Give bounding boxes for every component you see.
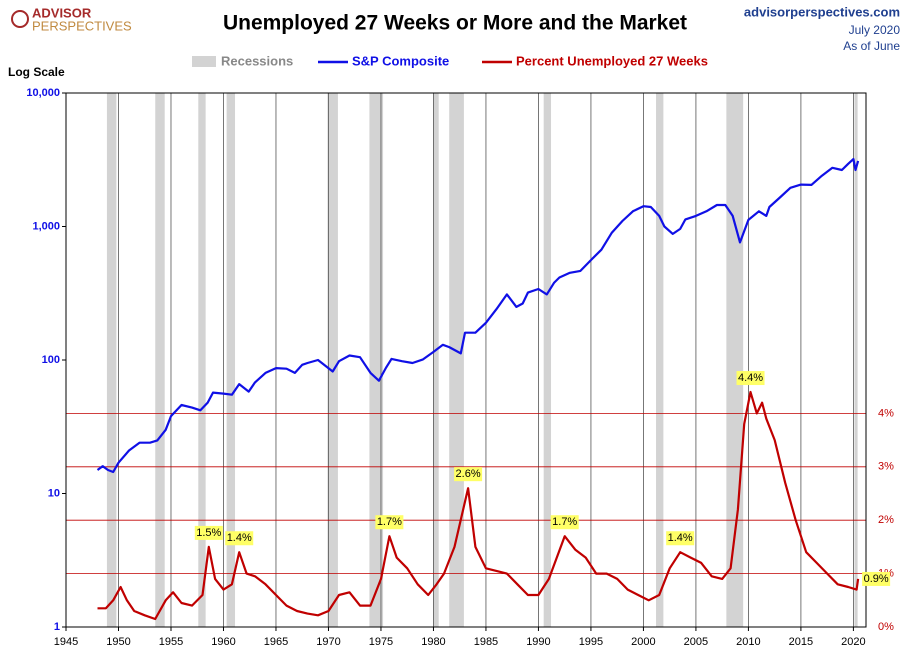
y-tick-label: 10,000 xyxy=(26,87,60,99)
x-tick-label: 1970 xyxy=(316,636,340,648)
x-tick-label: 1965 xyxy=(264,636,288,648)
annotation: 1.4% xyxy=(668,532,693,544)
annotation-bg xyxy=(666,531,695,546)
recession-band xyxy=(449,93,464,627)
annotation-bg xyxy=(862,571,891,586)
y2-tick-label: 0% xyxy=(878,621,894,633)
recession-band xyxy=(726,93,744,627)
y-axis-label: Log Scale xyxy=(8,65,65,79)
annotation-bg xyxy=(225,531,254,546)
x-tick-label: 1985 xyxy=(474,636,498,648)
recession-band xyxy=(854,93,858,627)
y-tick-label: 1,000 xyxy=(32,220,60,232)
x-tick-label: 2015 xyxy=(789,636,813,648)
recession-band xyxy=(226,93,236,627)
annotation: 1.7% xyxy=(552,516,577,528)
y-tick-label: 10 xyxy=(48,487,60,499)
y-tick-label: 100 xyxy=(42,354,60,366)
logo: ADVISOR xyxy=(32,5,92,20)
annotation: 0.9% xyxy=(864,573,889,585)
recession-band xyxy=(656,93,664,627)
annotation-bg xyxy=(454,467,483,482)
recession-band xyxy=(327,93,338,627)
x-tick-label: 1990 xyxy=(526,636,550,648)
annotation-bg xyxy=(375,515,404,530)
recession-band xyxy=(198,93,206,627)
annotation-bg xyxy=(550,515,579,530)
y2-tick-label: 3% xyxy=(878,461,894,473)
recession-band xyxy=(369,93,384,627)
legend-label: Recessions xyxy=(221,53,293,68)
plot-frame xyxy=(65,92,867,628)
x-tick-label: 1995 xyxy=(579,636,603,648)
source: advisorperspectives.com xyxy=(744,4,900,19)
legend-swatch xyxy=(192,56,216,67)
x-tick-label: 1980 xyxy=(421,636,445,648)
y2-tick-label: 2% xyxy=(878,514,894,526)
chart-title: Unemployed 27 Weeks or More and the Mark… xyxy=(223,12,687,35)
legend: Recessions S&P Composite Percent Unemploye… xyxy=(192,53,708,68)
x-tick-label: 1950 xyxy=(106,636,130,648)
x-tick-label: 1975 xyxy=(369,636,393,648)
x-tick-label: 2010 xyxy=(736,636,760,648)
x-tick-label: 1960 xyxy=(211,636,235,648)
annotation: 1.5% xyxy=(196,527,221,539)
date: July 2020 xyxy=(849,23,901,37)
recession-band xyxy=(106,93,117,627)
annotation-bg xyxy=(194,525,223,540)
legend-label: S&P Composite xyxy=(352,53,449,68)
logo: PERSPECTIVES xyxy=(32,18,132,33)
x-tick-label: 1945 xyxy=(54,636,78,648)
annotation: 1.4% xyxy=(227,532,252,544)
recession-band xyxy=(543,93,552,627)
legend-label: Percent Unemployed 27 Weeks xyxy=(516,53,708,68)
y2-tick-label: 4% xyxy=(878,407,894,419)
note: As of June xyxy=(843,39,900,53)
annotation: 2.6% xyxy=(456,468,481,480)
x-tick-label: 1955 xyxy=(159,636,183,648)
annotation: 4.4% xyxy=(738,372,763,384)
x-tick-label: 2020 xyxy=(841,636,865,648)
x-tick-label: 2000 xyxy=(631,636,655,648)
series-line xyxy=(97,390,860,621)
annotation: 1.7% xyxy=(377,516,402,528)
series-line xyxy=(96,158,860,474)
logo-icon xyxy=(11,10,29,28)
x-tick-label: 2005 xyxy=(684,636,708,648)
recession-band xyxy=(155,93,165,627)
annotation-bg xyxy=(736,371,765,386)
y-tick-label: 1 xyxy=(54,621,60,633)
recession-band xyxy=(433,93,439,627)
